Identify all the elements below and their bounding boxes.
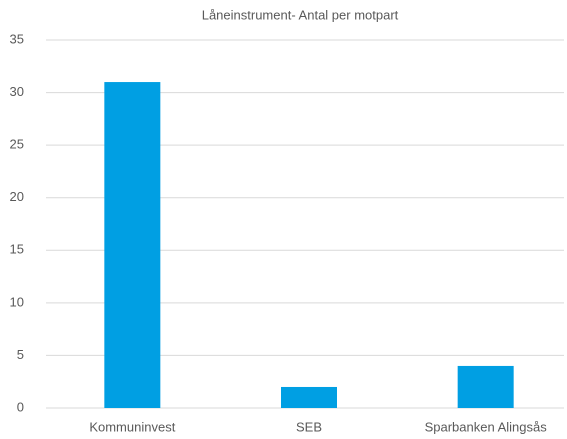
y-tick-label: 5	[17, 347, 24, 362]
bar	[457, 365, 514, 408]
y-tick-label: 30	[10, 84, 24, 99]
bar	[281, 386, 337, 408]
x-tick-label: SEB	[296, 419, 322, 434]
x-tick-label: Kommuninvest	[89, 419, 175, 434]
y-tick-label: 0	[17, 399, 24, 414]
y-tick-label: 10	[10, 294, 24, 309]
y-tick-label: 15	[10, 242, 24, 257]
bar	[104, 82, 161, 409]
chart-title: Låneinstrument- Antal per motpart	[202, 7, 399, 22]
y-tick-label: 20	[10, 189, 24, 204]
y-tick-label: 35	[10, 31, 24, 46]
x-tick-label: Sparbanken Alingsås	[425, 419, 548, 434]
y-tick-label: 25	[10, 137, 24, 152]
